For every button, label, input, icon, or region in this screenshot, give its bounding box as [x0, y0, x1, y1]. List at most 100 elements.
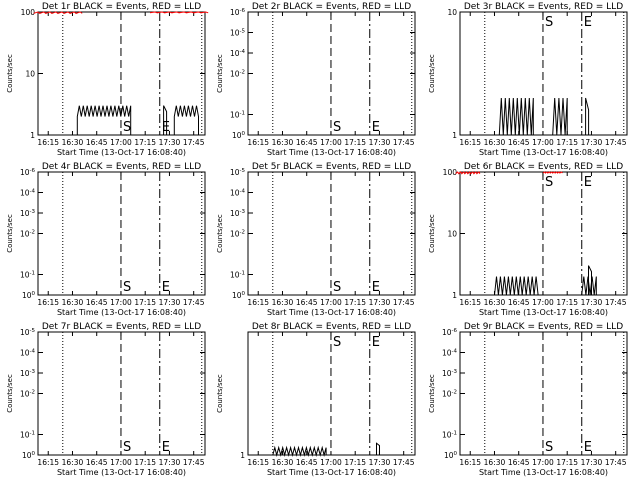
- x-tick-label: 17:30: [581, 138, 603, 147]
- panel-title: Det 7r BLACK = Events, RED = LLD: [42, 322, 201, 332]
- x-tick-label: 17:00: [320, 458, 342, 467]
- panel-title: Det 6r BLACK = Events, RED = LLD: [464, 162, 623, 172]
- start-marker-label: S: [545, 15, 553, 30]
- x-tick-label: 17:30: [369, 298, 391, 307]
- x-tick-label: 17:15: [344, 298, 366, 307]
- start-marker-label: S: [123, 280, 131, 295]
- y-tick-label: 10-2: [230, 230, 245, 239]
- events-series: [494, 276, 539, 296]
- y-tick-label: 10-6: [20, 168, 36, 177]
- lld-series: [542, 171, 563, 174]
- x-tick-label: 17:15: [556, 138, 578, 147]
- y-tick-label: 10-5: [20, 328, 36, 337]
- x-tick-label: 16:30: [484, 458, 506, 467]
- y-tick-label: 10: [447, 230, 457, 239]
- x-tick-label: 17:00: [532, 138, 554, 147]
- y-tick-label: 10-1: [442, 431, 457, 440]
- end-marker-label: E: [372, 335, 380, 350]
- x-tick-label: 17:00: [532, 298, 554, 307]
- y-tick-label: 10-5: [230, 168, 246, 177]
- x-tick-label: 16:15: [247, 138, 269, 147]
- x-tick-label: 17:15: [344, 458, 366, 467]
- y-tick-label: 10-3: [442, 369, 458, 378]
- events-spike: [376, 442, 381, 455]
- y-axis-label: Counts/sec: [216, 374, 224, 413]
- x-axis-label: Start Time (13-Oct-17 16:08:40): [57, 468, 186, 477]
- y-tick-label: 10-6: [230, 8, 246, 17]
- y-tick-label: 100: [443, 168, 458, 177]
- panel-title: Det 9r BLACK = Events, RED = LLD: [464, 322, 623, 332]
- x-tick-label: 17:00: [532, 458, 554, 467]
- events-spike: [585, 97, 590, 135]
- x-tick-label: 16:15: [37, 138, 59, 147]
- y-tick-label: 10-2: [20, 230, 35, 239]
- y-tick-label: 10-3: [230, 209, 246, 218]
- y-tick-label: 10-4: [230, 49, 246, 58]
- y-tick-label: 100: [22, 291, 36, 300]
- x-tick-label: 17:45: [605, 298, 627, 307]
- x-tick-label: 16:45: [86, 138, 108, 147]
- end-marker-label: E: [372, 120, 380, 135]
- start-marker-label: S: [333, 280, 341, 295]
- x-tick-label: 17:45: [183, 298, 205, 307]
- x-tick-label: 17:45: [183, 138, 205, 147]
- x-axis-label: Start Time (13-Oct-17 16:08:40): [267, 308, 396, 317]
- y-tick-label: 10-4: [442, 349, 458, 358]
- x-tick-label: 16:15: [247, 298, 269, 307]
- end-marker-label: E: [162, 280, 170, 295]
- x-tick-label: 16:30: [62, 138, 84, 147]
- y-tick-label: 10-4: [20, 349, 36, 358]
- start-marker-label: S: [123, 120, 131, 135]
- x-axis-label: Start Time (13-Oct-17 16:08:40): [479, 148, 608, 157]
- lld-series: [33, 11, 83, 14]
- y-tick-label: 10-2: [442, 390, 457, 399]
- x-tick-label: 17:15: [556, 298, 578, 307]
- y-tick-label: 10-4: [20, 189, 36, 198]
- plot-frame: [459, 11, 628, 136]
- y-axis-label: Counts/sec: [428, 374, 436, 413]
- x-tick-label: 16:30: [484, 138, 506, 147]
- panel-title: Det 2r BLACK = Events, RED = LLD: [252, 2, 411, 12]
- end-marker-label: E: [162, 440, 170, 455]
- x-tick-label: 17:45: [605, 458, 627, 467]
- x-tick-label: 16:15: [459, 138, 481, 147]
- y-tick-label: 1: [452, 131, 457, 140]
- x-tick-label: 16:30: [62, 298, 84, 307]
- panel-title: Det 1r BLACK = Events, RED = LLD: [42, 2, 201, 12]
- y-axis-label: Counts/sec: [6, 374, 14, 413]
- x-tick-label: 17:30: [581, 298, 603, 307]
- y-tick-label: 10: [447, 8, 457, 17]
- y-tick-label: 10-1: [20, 271, 35, 280]
- x-tick-label: 17:30: [159, 458, 181, 467]
- events-spike: [588, 265, 593, 295]
- x-axis-label: Start Time (13-Oct-17 16:08:40): [267, 148, 396, 157]
- x-tick-label: 16:45: [86, 298, 108, 307]
- plot-frame: [247, 331, 416, 456]
- start-marker-label: S: [545, 175, 553, 190]
- x-axis-label: Start Time (13-Oct-17 16:08:40): [267, 468, 396, 477]
- x-tick-label: 17:00: [110, 138, 132, 147]
- x-tick-label: 17:15: [134, 458, 156, 467]
- y-tick-label: 10-4: [230, 189, 246, 198]
- panel-title: Det 3r BLACK = Events, RED = LLD: [464, 2, 623, 12]
- y-tick-label: 100: [22, 451, 36, 460]
- y-axis-label: Counts/sec: [428, 214, 436, 253]
- y-tick-label: 10-3: [20, 369, 36, 378]
- x-tick-label: 17:45: [393, 458, 415, 467]
- x-tick-label: 16:15: [37, 298, 59, 307]
- y-tick-label: 100: [232, 291, 246, 300]
- y-axis-label: Counts/sec: [6, 214, 14, 253]
- x-tick-label: 16:45: [508, 458, 530, 467]
- events-spike: [163, 105, 168, 135]
- end-marker-label: E: [584, 440, 592, 455]
- x-tick-label: 17:30: [369, 138, 391, 147]
- y-axis-label: Counts/sec: [428, 54, 436, 93]
- panel-title: Det 8r BLACK = Events, RED = LLD: [252, 322, 411, 332]
- x-tick-label: 16:45: [296, 298, 318, 307]
